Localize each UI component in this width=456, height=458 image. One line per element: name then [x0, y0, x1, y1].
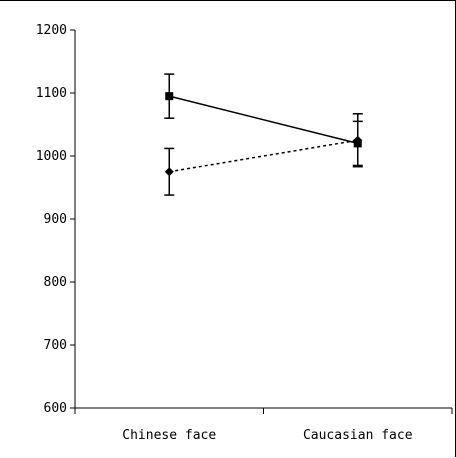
data-point-square — [165, 92, 174, 101]
y-tick-label: 800 — [44, 275, 67, 290]
series-2-line — [169, 139, 358, 173]
x-tick-label: Caucasian face — [303, 428, 413, 443]
y-tick-label: 1000 — [36, 149, 67, 164]
y-tick-label: 900 — [44, 212, 67, 227]
y-tick-label: 600 — [44, 401, 67, 416]
data-point-diamond — [164, 167, 174, 177]
y-tick-label: 700 — [44, 338, 67, 353]
data-point-diamond — [353, 135, 363, 145]
x-tick-label: Chinese face — [122, 428, 216, 443]
series-1-line — [169, 95, 358, 145]
y-tick-label: 1200 — [36, 23, 67, 38]
y-tick-label: 1100 — [36, 86, 67, 101]
